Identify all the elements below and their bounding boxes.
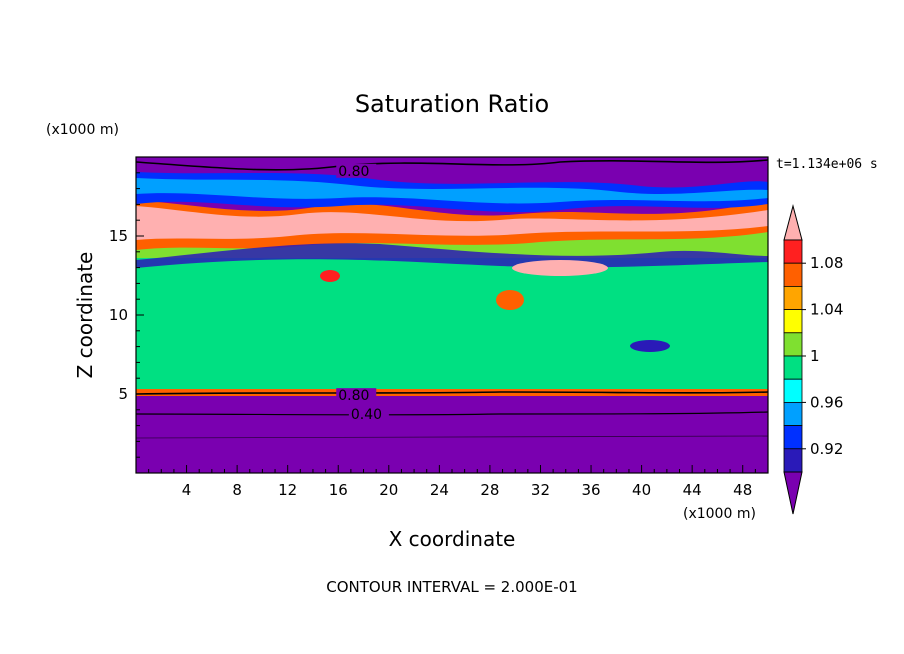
contour-label: 0.80 [338,388,369,404]
x-tick-label: 40 [632,481,651,499]
field-blob-red [320,270,340,282]
field-band-green [136,255,768,389]
colorbar-label: 0.92 [810,440,843,458]
y-unit-label: (x1000 m) [46,122,119,138]
y-tick-label: 10 [109,306,128,324]
x-tick-label: 24 [430,481,449,499]
x-tick-label: 8 [232,481,242,499]
contour-080-upper [136,159,768,171]
x-tick-label: 20 [379,481,398,499]
contour-label: 0.40 [351,407,382,423]
plot-field [136,157,768,473]
field-band-dry-cyan [136,178,768,204]
field-blob-pink [512,260,608,276]
x-tick-label: 16 [329,481,348,499]
colorbar: 1.08 1.04 1 0.96 0.92 [783,204,843,515]
colorbar-label: 1.08 [810,254,843,272]
colorbar-box [783,285,803,310]
x-tick-label: 36 [581,481,600,499]
colorbar-label: 0.96 [810,393,843,411]
x-unit-label: (x1000 m) [683,506,756,522]
x-axis-title: X coordinate [389,527,516,551]
y-axis-ticks: 5 10 15 [109,172,144,458]
contour-label: 0.80 [338,164,369,180]
contour-label-bg [336,388,377,403]
contour-label-bg [348,407,389,422]
x-tick-label: 28 [480,481,499,499]
colorbar-box [783,401,803,426]
field-band-supersat-pink [136,206,768,240]
y-tick-label: 15 [109,227,128,245]
contour-040 [136,411,768,416]
field-streak-dark-blue [136,243,768,268]
time-label: t=1.134e+06 s [776,157,878,172]
x-tick-label: 4 [182,481,192,499]
x-tick-label: 44 [683,481,702,499]
colorbar-box [783,448,803,473]
colorbar-box [783,332,803,357]
x-tick-label: 48 [733,481,752,499]
contour-label-bg [336,163,377,178]
chart-title: Saturation Ratio [355,90,549,118]
colorbar-label: 1 [810,347,820,365]
colorbar-box [783,355,803,380]
colorbar-top-triangle [783,204,803,241]
colorbar-box [783,378,803,403]
contour-080-lower [136,391,768,395]
colorbar-label: 1.04 [810,301,843,319]
y-tick-label: 5 [118,385,128,403]
colorbar-box [783,239,803,264]
field-blob-orange [496,290,524,310]
field-blob-blue [630,340,670,352]
x-tick-label: 12 [278,481,297,499]
colorbar-bottom-triangle [783,471,803,515]
contour-interval-footer: CONTOUR INTERVAL = 2.000E-01 [326,578,577,596]
x-tick-label: 32 [531,481,550,499]
y-axis-title: Z coordinate [73,252,97,379]
x-axis-ticks: 4 8 12 16 20 24 28 32 36 40 44 48 [148,465,756,499]
contour-labels: 0.80 0.80 0.40 [336,163,389,423]
colorbar-box [783,425,803,450]
colorbar-box [783,309,803,334]
colorbar-box [783,262,803,287]
